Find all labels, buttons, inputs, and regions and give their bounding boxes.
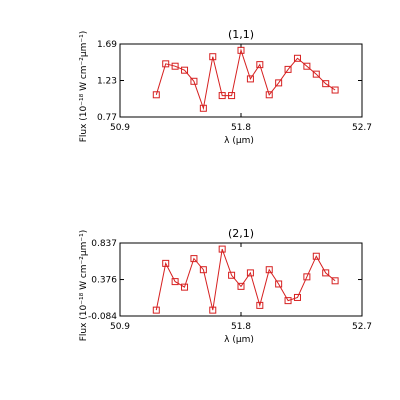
data-point — [265, 91, 273, 99]
data-point — [218, 92, 226, 100]
chart-title: (1,1) — [228, 28, 254, 41]
data-point — [162, 60, 170, 68]
x-axis-label: λ (μm) — [224, 335, 254, 345]
y-tick-label: 0.77 — [97, 113, 117, 123]
chart-panel-2: (2,1) 50.9 51.8 52.7 -0.084 0.376 0.837 λ (μm) F… — [79, 227, 372, 345]
data-point — [228, 92, 236, 100]
data-point — [209, 306, 217, 314]
data-point — [256, 61, 264, 69]
chart-title: (2,1) — [228, 227, 254, 240]
y-axis-label: Flux (10⁻¹⁸ W cm⁻²μm⁻¹) — [79, 31, 89, 143]
y-tick-label: 0.837 — [91, 239, 117, 249]
y-axis-label: Flux (10⁻¹⁸ W cm⁻²μm⁻¹) — [79, 230, 89, 342]
data-point — [303, 62, 311, 70]
data-point — [284, 297, 292, 305]
data-point — [265, 266, 273, 274]
data-point — [162, 259, 170, 267]
data-point — [199, 104, 207, 112]
data-point — [152, 91, 160, 99]
data-point — [303, 273, 311, 281]
data-point — [190, 255, 198, 263]
data-point — [246, 269, 254, 277]
data-point — [293, 54, 301, 62]
data-point — [293, 293, 301, 301]
data-point — [246, 75, 254, 83]
data-point — [275, 79, 283, 87]
data-point — [322, 80, 330, 88]
data-point — [256, 301, 264, 309]
data-point — [312, 70, 320, 78]
data-point — [237, 282, 245, 290]
y-tick-label: -0.084 — [88, 312, 117, 322]
data-point — [181, 66, 189, 74]
data-point — [152, 306, 160, 314]
plot-frame — [119, 242, 363, 317]
data-point — [237, 46, 245, 54]
x-tick-label: 51.8 — [231, 322, 251, 332]
x-tick-label: 52.7 — [352, 123, 372, 133]
data-point — [331, 86, 339, 94]
series-line — [155, 48, 336, 111]
chart-panel-1: (1,1) 50.9 51.8 52.7 0.77 1.23 1.69 λ (μm) Flux … — [79, 28, 372, 146]
data-point — [275, 280, 283, 288]
y-tick-label: 0.376 — [91, 276, 117, 286]
data-point — [171, 278, 179, 286]
data-point — [331, 277, 339, 285]
data-point — [190, 77, 198, 85]
x-tick-label: 50.9 — [110, 322, 130, 332]
data-point — [284, 65, 292, 73]
data-point — [209, 53, 217, 61]
x-tick-label: 51.8 — [231, 123, 251, 133]
data-point — [171, 62, 179, 70]
x-tick-label: 52.7 — [352, 322, 372, 332]
data-point — [312, 252, 320, 260]
data-point — [218, 245, 226, 253]
data-point — [181, 283, 189, 291]
data-point — [322, 269, 330, 277]
y-tick-label: 1.23 — [97, 77, 117, 87]
data-point — [228, 271, 236, 279]
y-tick-label: 1.69 — [97, 40, 117, 50]
x-axis-label: λ (μm) — [224, 136, 254, 146]
data-point — [199, 266, 207, 274]
x-tick-label: 50.9 — [110, 123, 130, 133]
